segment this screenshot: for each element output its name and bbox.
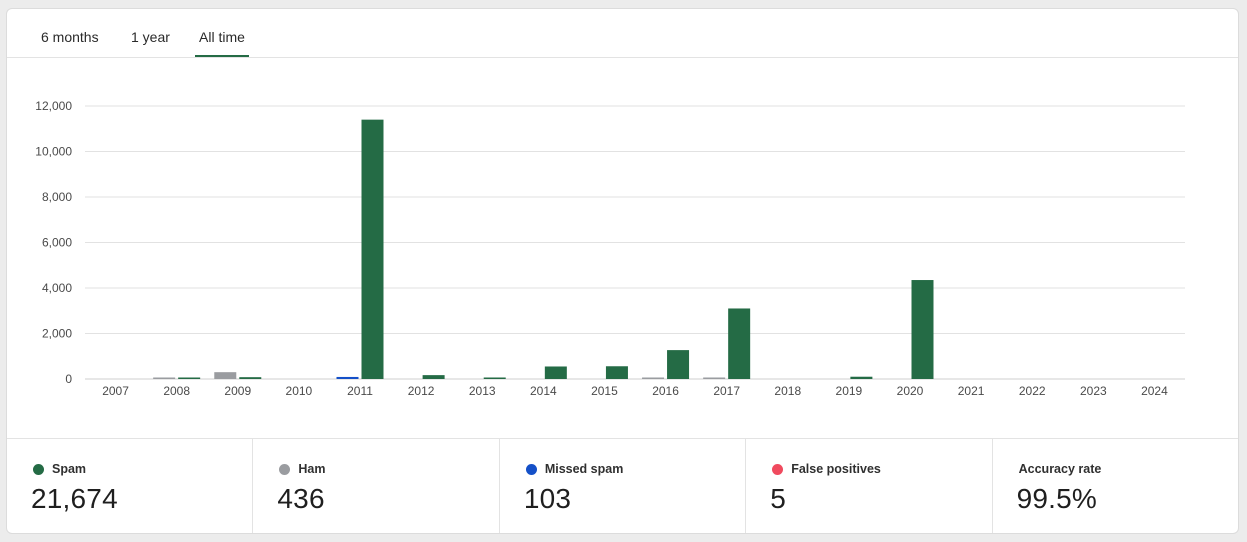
bar-spam-2011[interactable]	[361, 119, 384, 380]
chart-bars	[153, 119, 934, 380]
stat-missed-spam: Missed spam 103	[500, 439, 747, 533]
chart-grid	[85, 105, 1185, 380]
missed-spam-legend-dot	[525, 463, 537, 475]
bar-ham-2017[interactable]	[703, 377, 726, 380]
bar-spam-2013[interactable]	[483, 377, 506, 380]
stat-spam: Spam 21,674	[7, 439, 254, 533]
bar-ham-2008[interactable]	[153, 377, 176, 380]
x-tick-label: 2021	[958, 384, 985, 398]
y-tick-label: 0	[65, 372, 72, 386]
bar-spam-2012[interactable]	[422, 375, 445, 379]
y-tick-label: 12,000	[35, 99, 72, 113]
x-tick-label: 2023	[1080, 384, 1107, 398]
x-tick-label: 2009	[224, 384, 251, 398]
ham-legend-dot	[279, 463, 291, 475]
x-tick-label: 2015	[591, 384, 618, 398]
x-tick-label: 2007	[102, 384, 129, 398]
bar-spam-2008[interactable]	[178, 377, 201, 380]
bar-chart: 0 2,000 4,000 6,000 8,000 10,000 12,000 2007 20…	[7, 58, 1238, 438]
stat-false-positives: False positives 5	[746, 439, 993, 533]
stat-value-accuracy-rate: 99.5%	[1016, 483, 1098, 514]
stat-label-false-positives: False positives	[791, 462, 881, 476]
y-tick-label: 2,000	[42, 327, 72, 341]
bar-spam-2009[interactable]	[239, 377, 262, 379]
bar-spam-2019[interactable]	[850, 376, 873, 379]
y-axis-ticks: 0 2,000 4,000 6,000 8,000 10,000 12,000	[35, 99, 72, 386]
x-tick-label: 2022	[1019, 384, 1046, 398]
tab-1-year[interactable]: 1 year	[131, 29, 170, 45]
stat-label-accuracy-rate: Accuracy rate	[1018, 462, 1102, 476]
x-tick-label: 2020	[897, 384, 924, 398]
tab-all-time[interactable]: All time	[195, 29, 249, 57]
x-tick-label: 2008	[163, 384, 190, 398]
x-tick-label: 2024	[1141, 384, 1168, 398]
tab-6-months[interactable]: 6 months	[41, 29, 99, 45]
stat-value-ham: 436	[277, 483, 325, 514]
spam-legend-dot	[33, 463, 44, 475]
stat-value-spam: 21,674	[31, 483, 118, 514]
bar-spam-2014[interactable]	[544, 366, 567, 379]
y-tick-label: 6,000	[42, 236, 72, 250]
bar-spam-2017[interactable]	[728, 308, 751, 379]
x-tick-label: 2010	[286, 384, 313, 398]
x-tick-label: 2018	[774, 384, 801, 398]
x-tick-label: 2011	[347, 384, 373, 398]
bar-ham-2009[interactable]	[214, 372, 237, 379]
x-tick-label: 2019	[836, 384, 863, 398]
stat-label-spam: Spam	[52, 462, 87, 476]
bar-ham-2016[interactable]	[642, 377, 665, 380]
bar-missed-spam-2011[interactable]	[336, 376, 359, 379]
stat-ham: Ham 436	[253, 439, 500, 533]
stat-value-missed-spam: 103	[523, 483, 572, 514]
stats-row: Spam 21,674 Ham 436 Missed spam 103 Fals…	[7, 438, 1238, 533]
y-tick-label: 4,000	[42, 281, 72, 295]
false-positives-legend-dot	[772, 463, 784, 475]
y-tick-label: 8,000	[42, 190, 72, 204]
x-tick-label: 2013	[469, 384, 496, 398]
spam-stats-card: 6 months 1 year All time 0 2,000 4,000 6,00…	[6, 8, 1239, 534]
x-tick-label: 2017	[713, 384, 740, 398]
bar-spam-2016[interactable]	[667, 350, 690, 379]
x-axis-ticks: 2007 2008 2009 2010 2011 2012 2013 2014 2015 2016…	[102, 384, 1168, 398]
y-tick-label: 10,000	[35, 145, 72, 159]
x-tick-label: 2014	[530, 384, 557, 398]
bar-spam-2015[interactable]	[605, 366, 628, 379]
stat-label-missed-spam: Missed spam	[544, 462, 624, 476]
x-tick-label: 2012	[408, 384, 435, 398]
stat-label-ham: Ham	[298, 462, 326, 476]
bar-spam-2020[interactable]	[911, 280, 934, 379]
stat-value-false-positives: 5	[770, 483, 786, 514]
x-tick-label: 2016	[652, 384, 679, 398]
time-range-tabs: 6 months 1 year All time	[7, 9, 1238, 58]
stat-accuracy-rate: Accuracy rate 99.5%	[993, 439, 1238, 533]
